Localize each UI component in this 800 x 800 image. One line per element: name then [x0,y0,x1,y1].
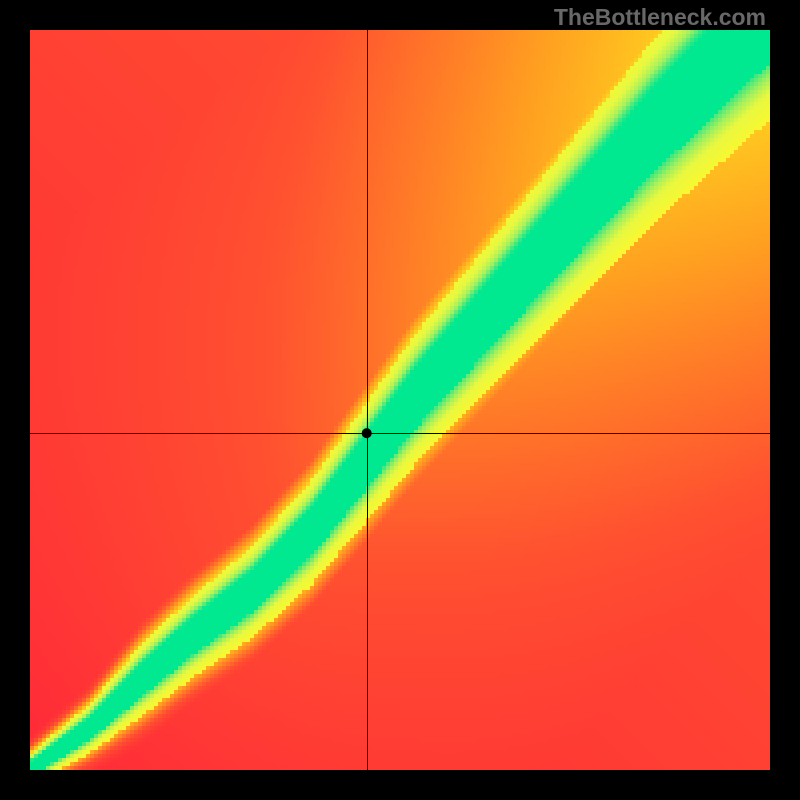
bottleneck-heatmap [0,0,800,800]
watermark-text: TheBottleneck.com [554,4,766,31]
chart-container: TheBottleneck.com [0,0,800,800]
